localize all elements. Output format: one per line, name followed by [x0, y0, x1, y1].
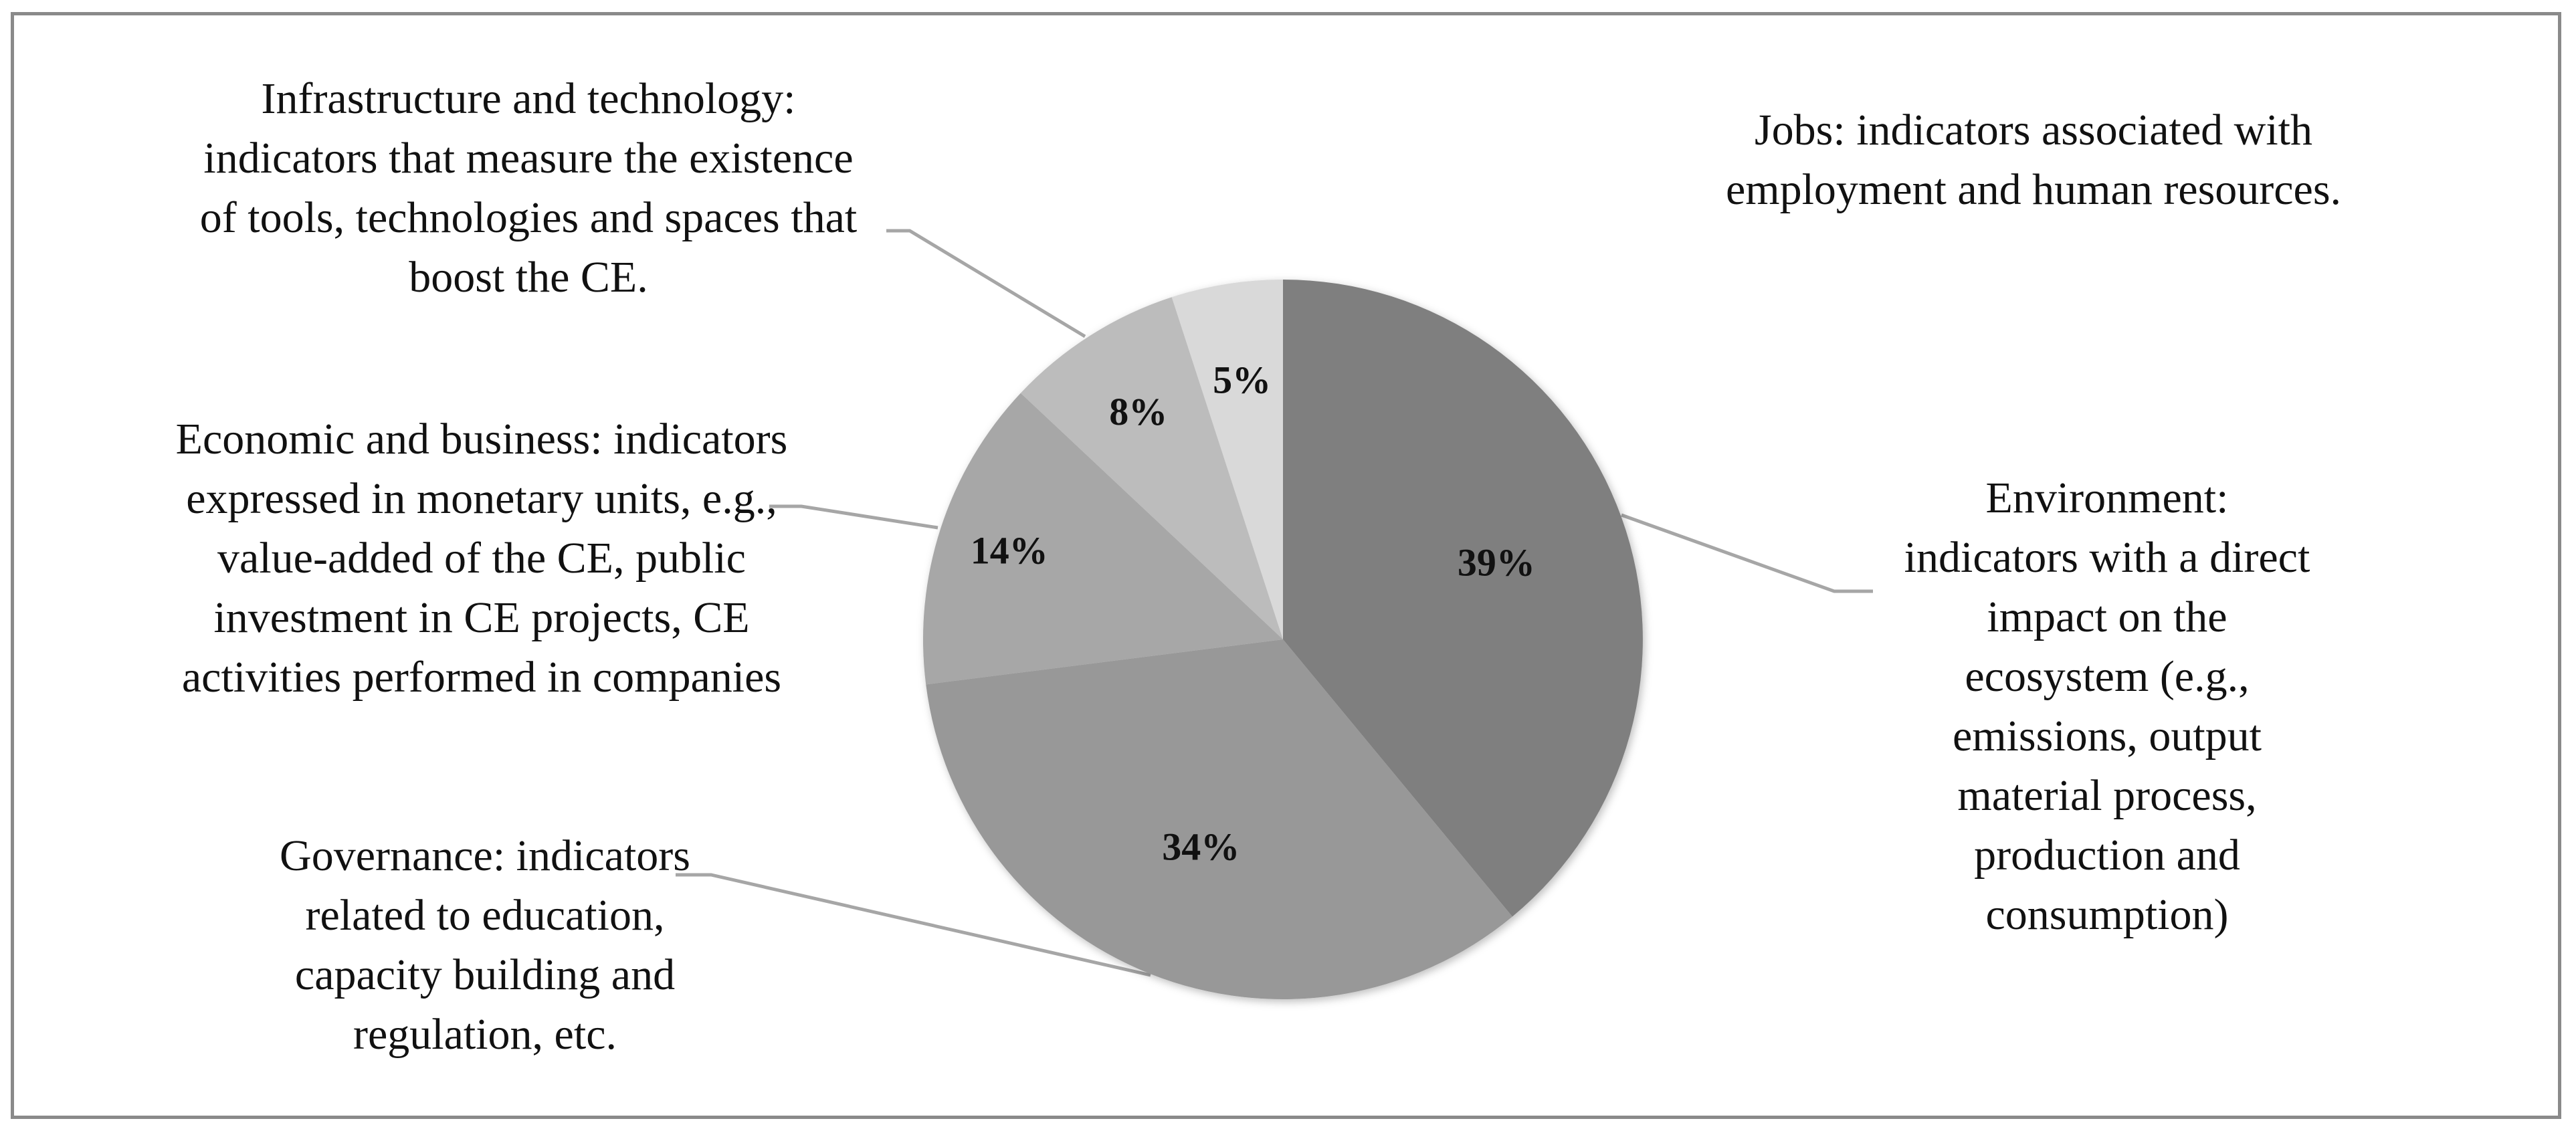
category-label-line: value-added of the CE, public [217, 534, 746, 583]
leader-lines [676, 229, 1873, 977]
category-label-line: boost the CE. [409, 253, 648, 302]
category-label-line: expressed in monetary units, e.g., [186, 474, 777, 523]
category-label-line: material process, [1957, 771, 2257, 820]
pie-slice-environment [1283, 280, 1643, 917]
leader-line-economic [769, 504, 938, 530]
category-label-economic: Economic and business: indicators express… [80, 409, 883, 707]
category-label-line: activities performed in companies [181, 653, 782, 702]
value-labels: 39% 34% 14% 8% 5% [971, 358, 1535, 869]
pie-slice-governance [926, 639, 1512, 999]
category-label-line: of tools, technologies and spaces that [199, 193, 858, 242]
pie-slice-jobs [1171, 279, 1283, 639]
value-label-economic: 14% [971, 529, 1048, 573]
category-label-line: Economic and business: indicators [175, 415, 788, 464]
category-label-line: Infrastructure and technology: [261, 74, 796, 123]
leader-line-governance [676, 873, 1151, 977]
category-label-line: indicators with a direct [1904, 533, 2310, 582]
category-label-line: Jobs: indicators associated with [1754, 106, 2313, 155]
category-label-line: regulation, etc. [353, 1010, 617, 1059]
category-label-line: impact on the [1987, 593, 2227, 641]
category-label-infrastructure: Infrastructure and technology: indicators… [127, 69, 930, 307]
category-label-line: Governance: indicators [280, 831, 690, 880]
value-label-jobs: 5% [1213, 358, 1271, 402]
value-label-environment: 39% [1458, 541, 1535, 585]
category-label-line: ecosystem (e.g., [1965, 652, 2250, 701]
pie-slice-infrastructure [1020, 297, 1283, 639]
category-label-line: emissions, output [1952, 712, 2262, 760]
category-label-line: capacity building and [294, 950, 676, 999]
value-label-infrastructure: 8% [1109, 390, 1167, 433]
pie-slice-economic [922, 393, 1283, 685]
category-label-governance: Governance: indicators related to educati… [221, 826, 749, 1064]
category-label-line: indicators that measure the existence [203, 134, 854, 183]
category-label-line: consumption) [1985, 890, 2229, 939]
category-label-environment: Environment: indicators with a direct impa… [1813, 468, 2401, 944]
value-label-governance: 34% [1162, 825, 1240, 869]
leader-line-environment [1621, 513, 1873, 593]
category-label-line: employment and human resources. [1725, 165, 2342, 214]
pie-slices [922, 279, 1643, 999]
category-label-jobs: Jobs: indicators associated with employme… [1666, 100, 2401, 219]
category-label-line: investment in CE projects, CE [213, 593, 750, 642]
category-label-line: related to education, [305, 891, 665, 940]
category-label-line: production and [1974, 831, 2240, 880]
category-label-line: Environment: [1985, 474, 2229, 522]
leader-line-infrastructure [886, 229, 1086, 338]
